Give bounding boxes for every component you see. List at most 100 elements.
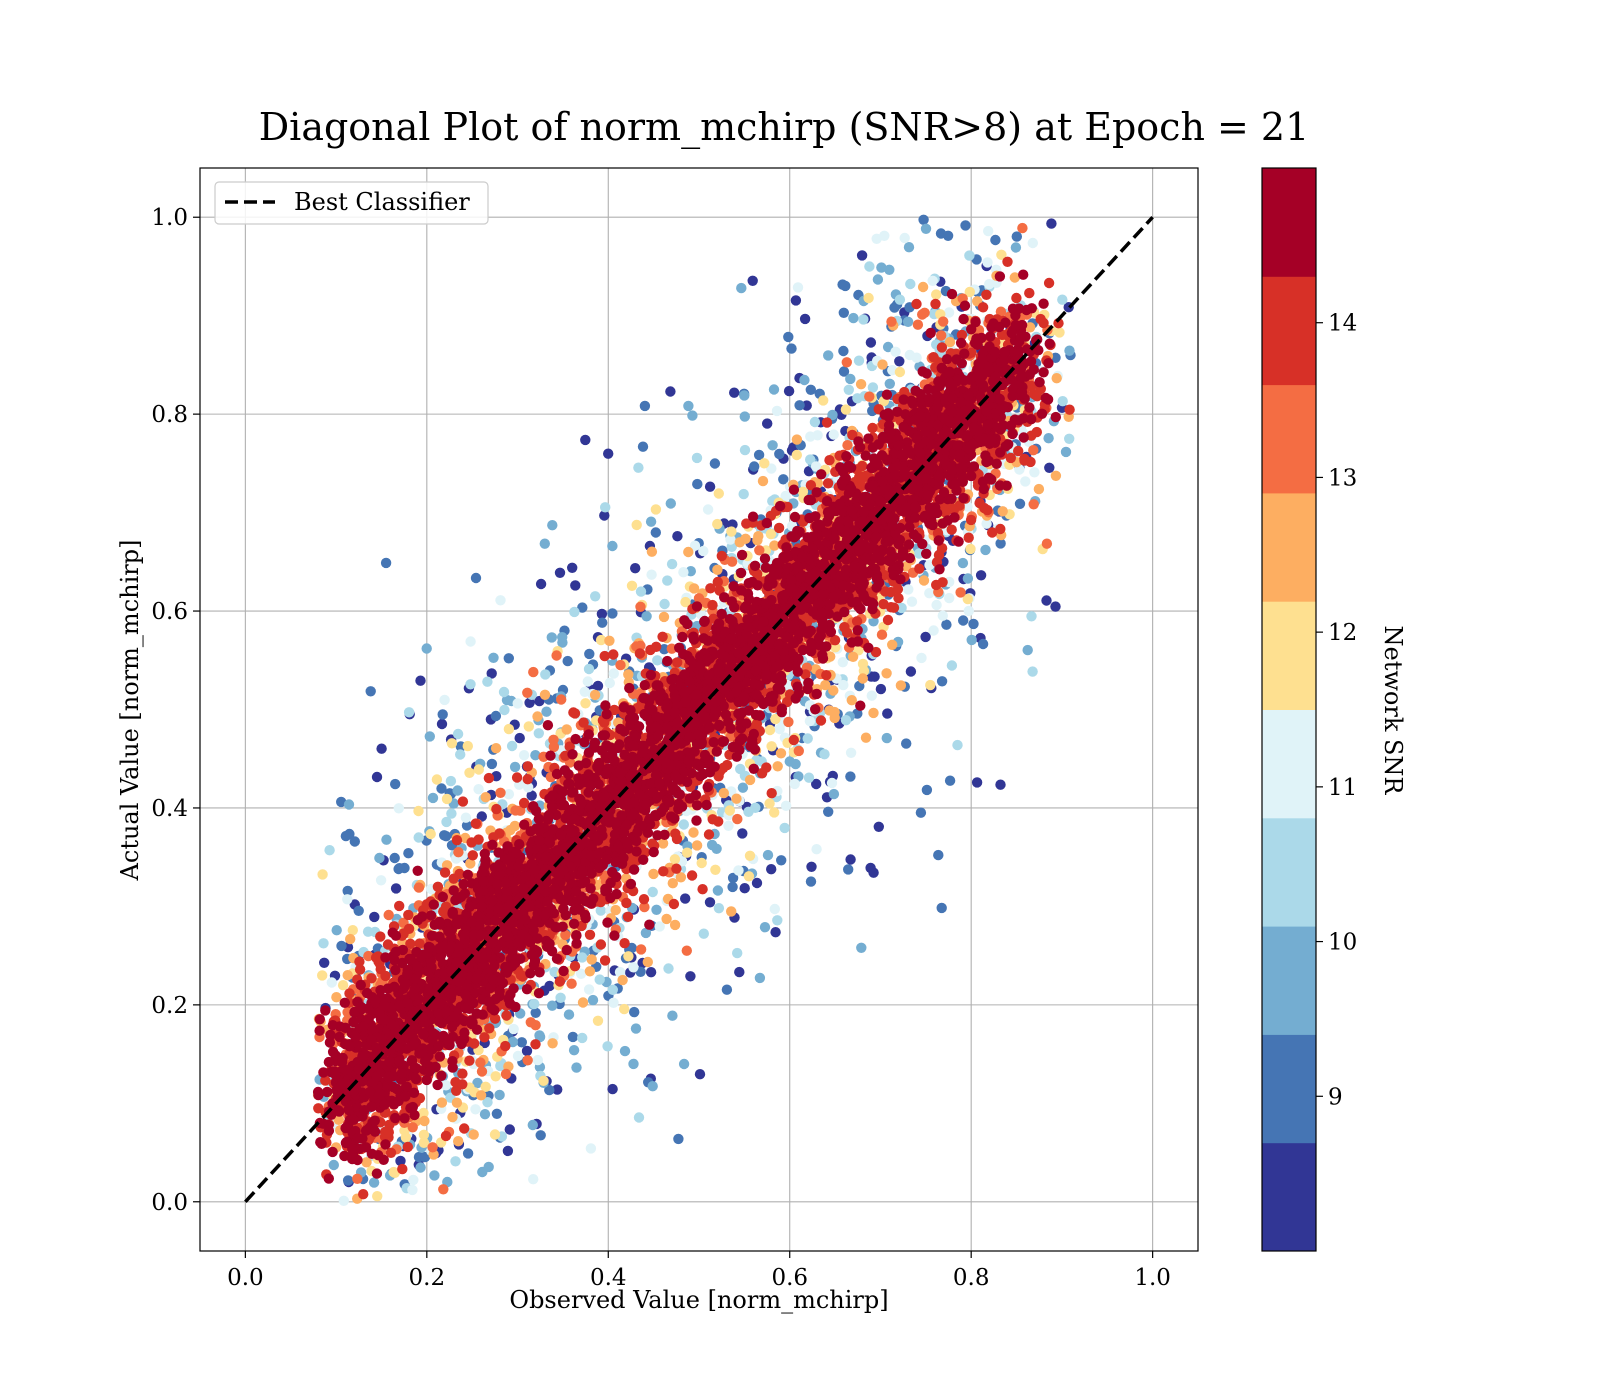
scatter-point <box>658 866 669 877</box>
scatter-point <box>769 903 780 915</box>
scatter-point <box>840 715 852 726</box>
scatter-point <box>494 1089 505 1101</box>
scatter-point <box>754 972 766 984</box>
scatter-point <box>672 657 683 668</box>
scatter-point <box>1033 483 1045 495</box>
scatter-point <box>941 619 952 630</box>
scatter-point <box>633 462 644 473</box>
scatter-point <box>824 455 835 466</box>
scatter-point <box>609 704 620 716</box>
scatter-point <box>725 534 736 545</box>
scatter-point <box>532 1054 543 1066</box>
scatter-point <box>917 281 929 293</box>
scatter-point <box>600 502 611 513</box>
scatter-point <box>754 545 765 556</box>
scatter-point <box>475 1090 487 1101</box>
scatter-point <box>580 698 591 709</box>
scatter-point <box>899 232 910 244</box>
scatter-point <box>788 734 799 746</box>
scatter-point <box>749 461 760 472</box>
scatter-point <box>805 876 817 887</box>
scatter-point <box>740 533 751 544</box>
scatter-point <box>903 584 914 595</box>
scatter-point <box>887 639 898 650</box>
scatter-point <box>535 1130 546 1141</box>
scatter-point <box>393 803 404 814</box>
scatter-point <box>865 337 877 348</box>
scatter-point <box>928 625 939 636</box>
scatter-point <box>712 885 724 896</box>
scatter-point <box>530 1039 541 1050</box>
scatter-point <box>453 847 464 858</box>
scatter-point <box>962 501 973 512</box>
scatter-point <box>877 359 888 370</box>
scatter-point <box>648 868 659 880</box>
scatter-point <box>837 657 848 668</box>
scatter-point <box>491 1108 503 1120</box>
scatter-point <box>780 800 792 811</box>
scatter-point <box>592 1015 604 1026</box>
scatter-point <box>918 575 930 586</box>
scatter-point <box>853 355 865 366</box>
scatter-point <box>712 576 723 588</box>
scatter-point <box>363 950 374 962</box>
scatter-point <box>775 748 787 759</box>
scatter-point <box>691 840 703 851</box>
scatter-point <box>441 816 452 828</box>
scatter-point <box>737 828 748 839</box>
scatter-point <box>767 440 778 451</box>
scatter-point <box>671 863 682 874</box>
scatter-point <box>413 832 424 843</box>
scatter-point <box>604 677 615 689</box>
scatter-point <box>619 1045 631 1057</box>
scatter-point <box>968 618 979 630</box>
scatter-point <box>980 544 991 556</box>
scatter-point <box>804 715 816 727</box>
scatter-point <box>599 650 610 662</box>
scatter-point <box>645 516 657 527</box>
scatter-point <box>385 1147 397 1159</box>
scatter-point <box>508 1023 519 1035</box>
scatter-point <box>965 543 976 555</box>
scatter-point <box>480 1081 491 1093</box>
scatter-point <box>336 940 347 952</box>
scatter-point <box>445 775 457 787</box>
scatter-point <box>592 680 604 692</box>
scatter-point <box>871 233 882 244</box>
scatter-point <box>528 666 539 678</box>
scatter-point <box>512 1050 524 1062</box>
scatter-point <box>555 992 566 1003</box>
scatter-point <box>732 813 743 825</box>
scatter-point <box>374 852 385 864</box>
scatter-point <box>495 787 506 798</box>
scatter-point <box>482 676 493 687</box>
scatter-point <box>843 384 854 395</box>
scatter-point <box>647 1081 658 1092</box>
scatter-point <box>901 738 912 749</box>
scatter-point <box>867 382 879 393</box>
scatter-point <box>1010 242 1022 253</box>
scatter-point <box>595 634 607 646</box>
scatter-point <box>987 527 998 538</box>
scatter-point <box>1014 498 1026 509</box>
scatter-point <box>347 925 358 936</box>
scatter-point <box>864 261 875 272</box>
scatter-point <box>958 615 969 626</box>
scatter-point <box>473 764 484 775</box>
scatter-point <box>1050 601 1061 612</box>
scatter-point <box>452 785 463 796</box>
scatter-point <box>516 1037 527 1048</box>
scatter-point <box>376 743 387 754</box>
scatter-point <box>769 540 780 551</box>
scatter-point <box>984 279 995 290</box>
scatter-point <box>380 970 391 982</box>
scatter-point <box>665 498 676 509</box>
scatter-point <box>482 1097 493 1108</box>
scatter-point <box>783 385 795 397</box>
scatter-point <box>739 390 750 401</box>
scatter-point <box>650 504 662 515</box>
scatter-point <box>522 687 533 698</box>
scatter-point <box>1054 327 1065 338</box>
scatter-point <box>845 854 856 865</box>
scatter-point <box>619 938 630 949</box>
